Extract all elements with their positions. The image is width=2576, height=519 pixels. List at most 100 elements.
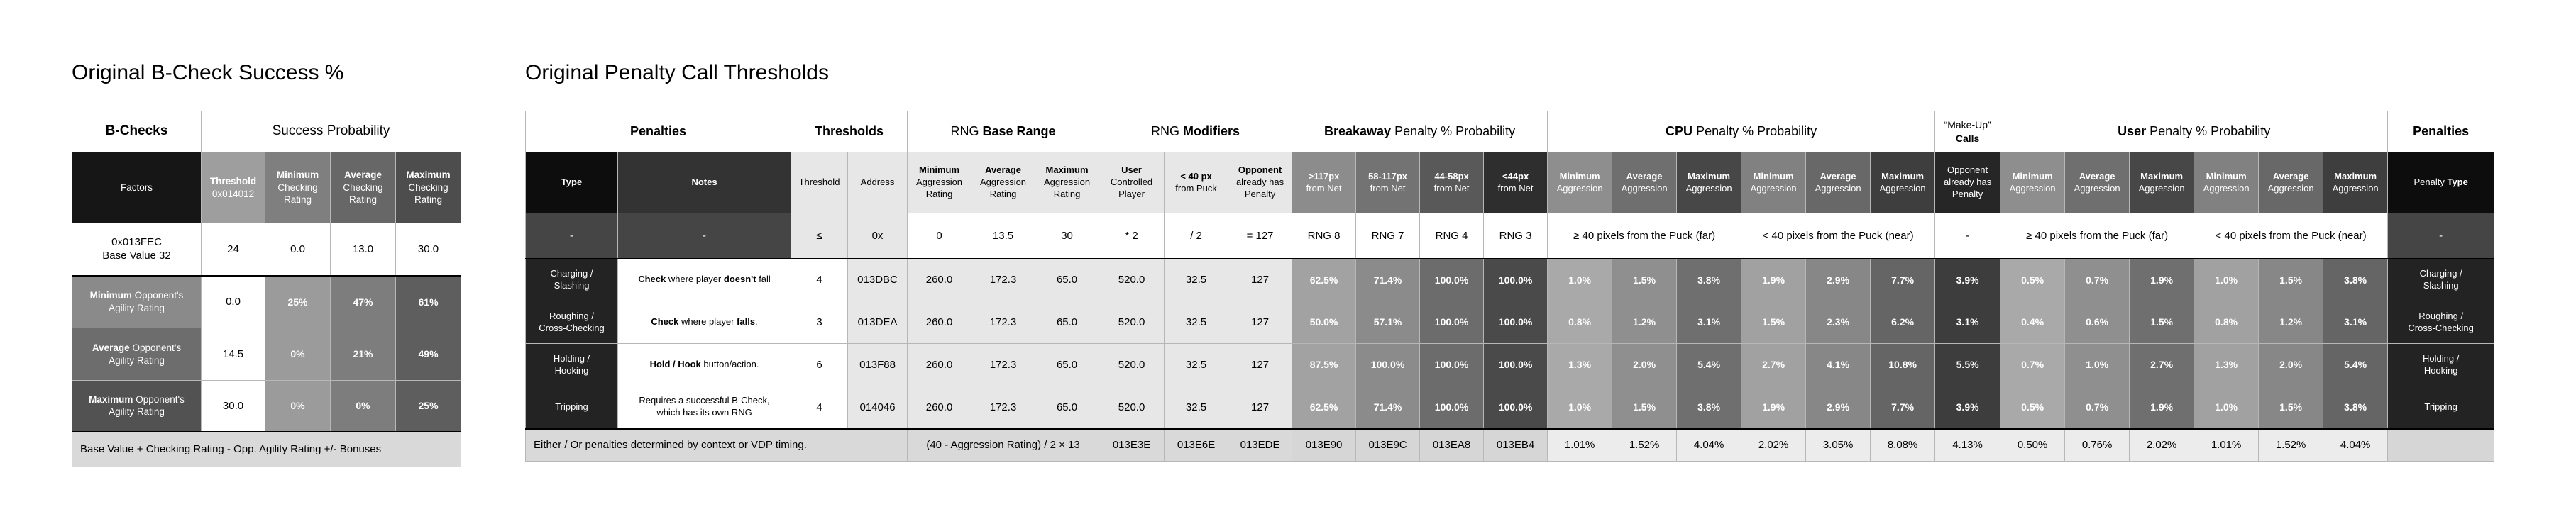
success-pct-cell: 25% — [265, 275, 331, 328]
formula-mod-opp: = 127 — [1228, 213, 1293, 259]
footer-bw-address: 013E90 — [1292, 428, 1357, 462]
formula-threshold-cell: ≤ — [791, 213, 849, 259]
address-cell: 013DBC — [847, 257, 908, 301]
cpu-pct-cell: 1.9% — [1741, 257, 1807, 301]
col-header-penalty-type: Penalty Type — [2387, 152, 2495, 213]
footer-cpu-pct: 3.05% — [1805, 428, 1871, 462]
footer-bw-address: 013EB4 — [1483, 428, 1548, 462]
notes-cell: Hold / Hook button/action. — [617, 343, 792, 386]
formula-bw-rng8: RNG 8 — [1292, 213, 1357, 259]
col-header-user-near-max: Maximum Aggression — [2323, 152, 2389, 213]
col-header-type: Type — [525, 152, 618, 213]
bw-pct-cell: 100.0% — [1483, 301, 1548, 344]
bw-pct-cell: 71.4% — [1355, 257, 1421, 301]
penalty-type-right-cell: Roughing / Cross-Checking — [2387, 301, 2495, 344]
user-pct-cell: 0.7% — [2064, 257, 2130, 301]
group-header-cpu: CPU Penalty % Probability — [1547, 111, 1936, 152]
success-pct-cell: 61% — [395, 275, 462, 328]
cpu-pct-cell: 1.2% — [1612, 301, 1678, 344]
threshold-value-cell: 0.0 — [201, 275, 265, 328]
cpu-pct-cell: 2.9% — [1805, 257, 1871, 301]
user-pct-cell: 3.1% — [2323, 301, 2389, 344]
user-pct-cell: 0.4% — [2000, 301, 2066, 344]
rng-min-cell: 260.0 — [907, 301, 972, 344]
cpu-pct-cell: 3.8% — [1676, 386, 1742, 429]
group-header-penalties: Penalties — [524, 111, 792, 152]
base-value-cell: 0x013FEC Base Value 32 — [72, 223, 202, 277]
col-header-bw-44: <44px from Net — [1483, 152, 1548, 213]
bw-pct-cell: 87.5% — [1292, 343, 1357, 386]
user-pct-cell: 1.5% — [2258, 386, 2324, 429]
footer-cpu-pct: 1.01% — [1547, 428, 1613, 462]
row-header-min-agility: Minimum Opponent's Agility Rating — [72, 275, 202, 328]
bw-pct-cell: 62.5% — [1292, 386, 1357, 429]
notes-cell: Requires a successful B-Check, which has … — [617, 386, 792, 429]
col-header-user-far-min: Minimum Aggression — [2000, 152, 2066, 213]
success-pct-cell: 25% — [395, 380, 462, 432]
mod-user-cell: 520.0 — [1099, 343, 1165, 386]
col-header-cpu-near-avg: Average Aggression — [1805, 152, 1871, 213]
cpu-near-note: < 40 pixels from the Puck (near) — [1741, 213, 1936, 259]
group-header-thresholds: Thresholds — [791, 111, 908, 152]
footer-user-pct: 4.04% — [2323, 428, 2389, 462]
group-header-user: User Penalty % Probability — [2000, 111, 2389, 152]
cpu-pct-cell: 1.5% — [1741, 301, 1807, 344]
col-header-bw-44-58: 44-58px from Net — [1419, 152, 1485, 213]
user-pct-cell: 2.0% — [2258, 343, 2324, 386]
formula-mod-user: * 2 — [1099, 213, 1165, 259]
footer-formula: (40 - Aggression Rating) / 2 × 13 — [907, 428, 1100, 462]
user-pct-cell: 2.7% — [2129, 343, 2195, 386]
cpu-pct-cell: 1.5% — [1612, 257, 1678, 301]
notes-cell: Check where player falls. — [617, 301, 792, 344]
success-pct-cell: 21% — [330, 328, 396, 381]
cpu-pct-cell: 10.8% — [1870, 343, 1936, 386]
footer-user-pct: 2.02% — [2129, 428, 2195, 462]
cpu-pct-cell: 3.8% — [1676, 257, 1742, 301]
col-header-address: Address — [847, 152, 908, 213]
b-check-success-table: B-Checks Success Probability Factors Thr… — [71, 111, 462, 467]
mod-opp-cell: 127 — [1228, 386, 1293, 429]
penalty-type-cell: Holding / Hooking — [525, 343, 618, 386]
makeup-pct-cell: 3.9% — [1934, 386, 2001, 429]
threshold-value-cell: 30.0 — [201, 380, 265, 432]
success-pct-cell: 0% — [330, 380, 396, 432]
user-pct-cell: 0.5% — [2000, 257, 2066, 301]
mod-user-cell: 520.0 — [1099, 257, 1165, 301]
address-cell: 013F88 — [847, 343, 908, 386]
footer-mod-address: 013E3E — [1099, 428, 1165, 462]
user-pct-cell: 0.7% — [2000, 343, 2066, 386]
mod-opp-cell: 127 — [1228, 301, 1293, 344]
cpu-pct-cell: 2.9% — [1805, 386, 1871, 429]
group-header-breakaway: Breakaway Penalty % Probability — [1292, 111, 1548, 152]
bw-pct-cell: 100.0% — [1483, 343, 1548, 386]
formula-rng-avg: 13.5 — [971, 213, 1036, 259]
threshold-cell: 4 — [791, 257, 849, 301]
left-table-title: Original B-Check Success % — [72, 61, 344, 84]
cpu-pct-cell: 2.0% — [1612, 343, 1678, 386]
user-pct-cell: 0.7% — [2064, 386, 2130, 429]
threshold-cell: 6 — [791, 343, 849, 386]
col-header-user-near-avg: Average Aggression — [2258, 152, 2324, 213]
col-header-user-near-min: Minimum Aggression — [2194, 152, 2259, 213]
cpu-pct-cell: 3.1% — [1676, 301, 1742, 344]
penalty-type-cell: Roughing / Cross-Checking — [525, 301, 618, 344]
group-header-rng-modifiers: RNG Modifiers — [1099, 111, 1293, 152]
bw-pct-cell: 50.0% — [1292, 301, 1357, 344]
threshold-value-cell: 14.5 — [201, 328, 265, 381]
user-pct-cell: 1.5% — [2129, 301, 2195, 344]
col-header-threshold: Threshold 0x014012 — [201, 152, 265, 223]
user-pct-cell: 3.8% — [2323, 257, 2389, 301]
cpu-pct-cell: 1.5% — [1612, 386, 1678, 429]
col-header-bw-117: >117px from Net — [1292, 152, 1357, 213]
cpu-pct-cell: 2.7% — [1741, 343, 1807, 386]
user-far-note: ≥ 40 pixels from the Puck (far) — [2000, 213, 2195, 259]
col-header-factors: Factors — [72, 152, 202, 223]
col-header-cpu-near-min: Minimum Aggression — [1741, 152, 1807, 213]
bw-pct-cell: 62.5% — [1292, 257, 1357, 301]
mod-lt40-cell: 32.5 — [1164, 343, 1229, 386]
success-pct-cell: 49% — [395, 328, 462, 381]
rng-avg-cell: 172.3 — [971, 386, 1036, 429]
footer-cpu-pct: 4.04% — [1676, 428, 1742, 462]
cpu-pct-cell: 4.1% — [1805, 343, 1871, 386]
user-pct-cell: 1.9% — [2129, 386, 2195, 429]
